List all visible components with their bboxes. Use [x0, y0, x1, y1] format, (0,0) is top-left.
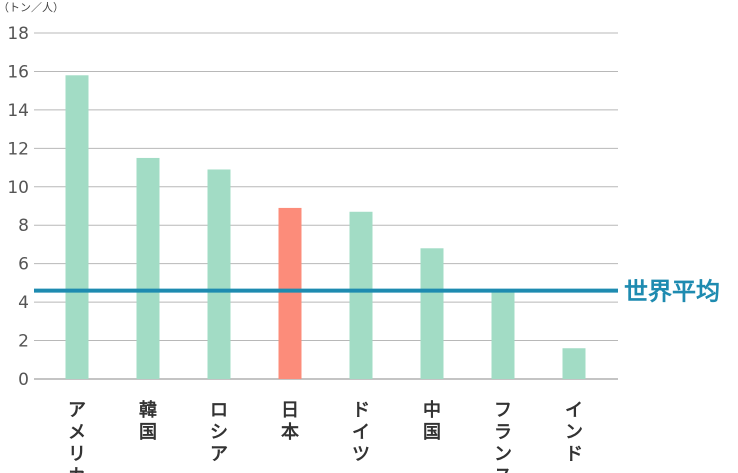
x-category-label: ロシア [210, 400, 228, 465]
x-category-label: 韓国 [139, 399, 157, 443]
reference-line-group: 世界平均 [34, 278, 720, 306]
x-category-label: 日本 [281, 400, 299, 443]
y-tick-label: 2 [18, 332, 29, 352]
y-tick-label: 12 [7, 139, 29, 159]
bar-1 [65, 75, 89, 380]
bar-3 [207, 169, 231, 379]
y-tick-label: 16 [7, 62, 29, 82]
y-tick-label: 18 [7, 24, 29, 44]
bar-6 [420, 248, 444, 379]
y-tick-label: 4 [18, 293, 29, 313]
x-axis-category-labels: アメリカ 韓国 ロシア 日本 ドイツ 中国 フランス インド [68, 399, 583, 473]
gridlines [34, 32, 618, 380]
bars [65, 75, 586, 380]
bar-8 [562, 348, 586, 379]
x-category-label: インド [565, 400, 583, 465]
bar-7 [491, 290, 515, 379]
x-category-label: アメリカ [68, 400, 86, 473]
world-average-label: 世界平均 [624, 278, 720, 306]
bar-2 [136, 157, 160, 379]
y-tick-label: 8 [18, 216, 29, 236]
y-tick-label: 10 [7, 178, 29, 198]
bar-5 [349, 211, 373, 379]
y-axis-unit-label: （トン／人） [0, 1, 64, 14]
x-category-label: ドイツ [352, 400, 370, 465]
x-category-label: 中国 [423, 399, 441, 443]
x-category-label: フランス [494, 400, 512, 473]
y-tick-label: 6 [18, 255, 29, 275]
y-tick-label: 14 [7, 101, 29, 121]
y-axis-tick-labels: 0 2 4 6 8 10 12 14 16 18 [7, 24, 29, 390]
y-tick-label: 0 [18, 370, 29, 390]
bar-4 [278, 207, 302, 379]
